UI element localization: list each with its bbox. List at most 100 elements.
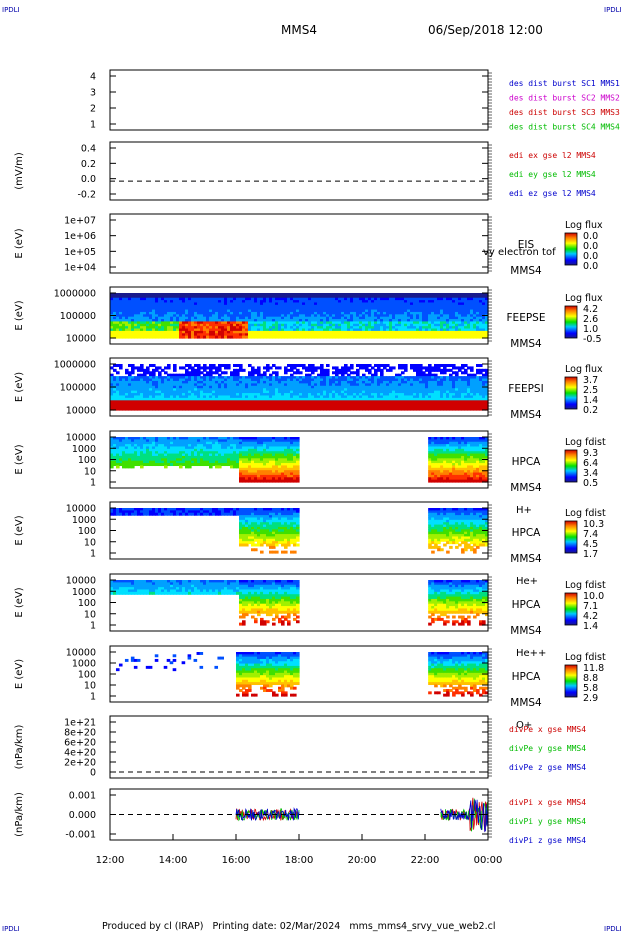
spectrogram-cell bbox=[167, 321, 171, 325]
spectrogram-cell bbox=[221, 309, 225, 313]
spectrogram-cell bbox=[458, 321, 462, 325]
spectrogram-cell bbox=[326, 402, 330, 406]
spectrogram-cell bbox=[362, 293, 366, 296]
spectrogram-cell bbox=[410, 335, 414, 339]
spectrogram-cell bbox=[263, 307, 267, 311]
spectrogram-cell bbox=[335, 330, 339, 334]
spectrogram-cell bbox=[449, 335, 453, 339]
spectrogram-cell bbox=[146, 400, 150, 404]
spectrogram-cell bbox=[293, 385, 297, 389]
spectrogram-cell bbox=[392, 390, 396, 394]
spectrogram-cell bbox=[152, 333, 156, 337]
spectrogram-cell bbox=[206, 378, 210, 382]
spectrogram-cell bbox=[344, 380, 348, 384]
spectrogram-cell bbox=[260, 330, 264, 334]
spectrogram-cell bbox=[158, 446, 162, 450]
spectrogram-cell bbox=[467, 333, 471, 337]
spectrogram-cell bbox=[209, 407, 213, 411]
spectrogram-cell bbox=[119, 444, 123, 448]
spectrogram-cell bbox=[392, 309, 396, 313]
spectrogram-cell bbox=[155, 293, 159, 296]
spectrogram-cell bbox=[356, 293, 360, 296]
spectrogram-cell bbox=[329, 390, 333, 394]
spectrogram-cell bbox=[314, 321, 318, 325]
spectrogram-cell bbox=[290, 297, 294, 301]
spectrogram-cell bbox=[122, 446, 126, 450]
spectrogram-cell bbox=[164, 383, 168, 387]
spectrogram-cell bbox=[392, 395, 396, 399]
spectrogram-cell bbox=[419, 405, 423, 409]
spectrogram-cell bbox=[458, 297, 462, 301]
spectrogram-cell bbox=[251, 314, 255, 318]
spectrogram-cell bbox=[173, 366, 177, 370]
spectrogram-cell bbox=[296, 333, 300, 337]
spectrogram-cell bbox=[188, 397, 192, 401]
spectrogram-cell bbox=[470, 311, 474, 315]
spectrogram-cell bbox=[326, 388, 330, 392]
spectrogram-cell bbox=[383, 395, 387, 399]
spectrogram-cell bbox=[281, 393, 285, 397]
spectrogram-cell bbox=[425, 304, 429, 308]
spectrogram-cell bbox=[125, 368, 129, 372]
spectrogram-cell bbox=[458, 333, 462, 337]
spectrogram-cell bbox=[371, 373, 375, 377]
spectrogram-cell bbox=[191, 333, 195, 337]
spectrogram-cell bbox=[173, 309, 177, 313]
spectrogram-cell bbox=[116, 451, 120, 455]
spectrogram-cell bbox=[137, 402, 141, 406]
spectrogram-cell bbox=[404, 302, 408, 306]
spectrogram-cell bbox=[302, 376, 306, 380]
spectrogram-cell bbox=[137, 407, 141, 411]
spectrogram-cell bbox=[431, 319, 435, 323]
spectrogram-cell bbox=[389, 311, 393, 315]
spectrogram-cell bbox=[290, 314, 294, 318]
spectrogram-cell bbox=[485, 407, 489, 411]
spectrogram-cell bbox=[110, 373, 114, 377]
spectrogram-cell bbox=[467, 393, 471, 397]
spectrogram-cell bbox=[290, 390, 294, 394]
spectrogram-cell bbox=[122, 323, 126, 327]
spectrogram-cell bbox=[164, 437, 168, 440]
spectrogram-cell bbox=[431, 385, 435, 389]
spectrogram-cell bbox=[131, 407, 135, 411]
spectrogram-cell bbox=[203, 333, 207, 337]
spectrogram-cell bbox=[230, 323, 234, 327]
spectrogram-cell bbox=[266, 390, 270, 394]
spectrogram-cell bbox=[140, 458, 144, 462]
spectrogram-cell bbox=[224, 314, 228, 318]
spectrogram-cell bbox=[152, 385, 156, 389]
spectrogram-cell bbox=[164, 444, 168, 448]
spectrogram-cell bbox=[464, 309, 468, 313]
spectrogram-cell bbox=[356, 304, 360, 308]
spectrogram-cell bbox=[293, 311, 297, 315]
spectrogram-cell bbox=[383, 304, 387, 308]
spectrogram-cell bbox=[377, 321, 381, 325]
spectrogram-cell bbox=[272, 335, 276, 339]
spectrogram-cell bbox=[122, 300, 126, 304]
spectrogram-cell bbox=[116, 448, 120, 452]
spectrogram-cell bbox=[419, 378, 423, 382]
spectrogram-cell bbox=[326, 364, 330, 368]
spectrogram-cell bbox=[260, 395, 264, 399]
spectrogram-cell bbox=[167, 376, 171, 380]
spectrogram-cell bbox=[263, 366, 267, 370]
spectrogram-cell bbox=[281, 407, 285, 411]
spectrogram-cell bbox=[473, 314, 477, 318]
spectrogram-cell bbox=[221, 307, 225, 311]
spectrogram-cell bbox=[365, 385, 369, 389]
spectrogram-cell bbox=[281, 319, 285, 323]
spectrogram-cell bbox=[149, 448, 153, 452]
spectrogram-cell bbox=[485, 335, 489, 339]
spectrogram-cell bbox=[134, 316, 138, 320]
spectrogram-cell bbox=[356, 376, 360, 380]
spectrogram-cell bbox=[407, 390, 411, 394]
spectrogram-cell bbox=[296, 293, 300, 296]
spectrogram-cell bbox=[296, 376, 300, 380]
spectrogram-cell bbox=[332, 380, 336, 384]
spectrogram-cell bbox=[293, 309, 297, 313]
spectrogram-cell bbox=[467, 295, 471, 299]
spectrogram-cell bbox=[389, 378, 393, 382]
spectrogram-cell bbox=[449, 316, 453, 320]
spectrogram-cell bbox=[191, 371, 195, 375]
spectrogram-cell bbox=[137, 300, 141, 304]
